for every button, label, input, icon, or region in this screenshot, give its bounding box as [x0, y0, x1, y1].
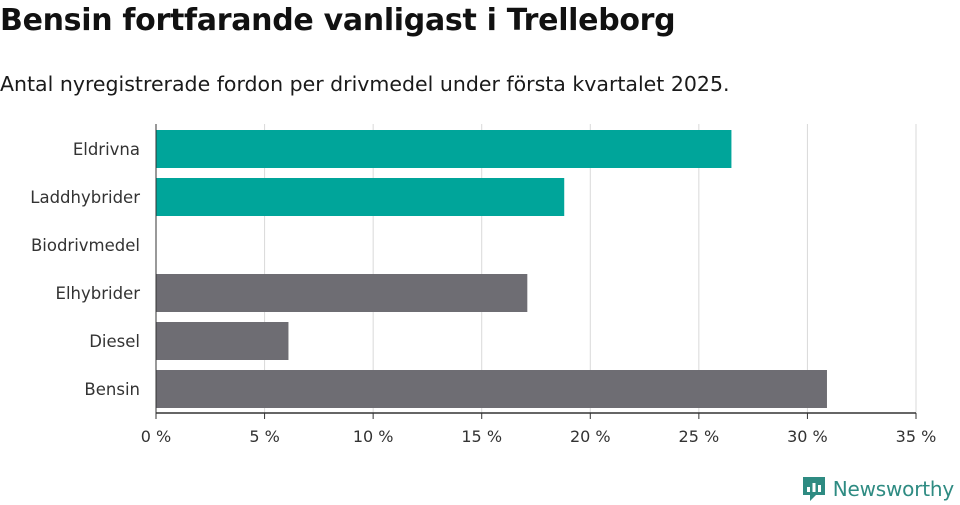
category-label: Biodrivmedel — [31, 236, 140, 255]
chart-title: Bensin fortfarande vanligast i Trellebor… — [0, 3, 676, 38]
newsworthy-logo-icon — [802, 477, 825, 501]
brand-logo: Newsworthy — [801, 475, 954, 503]
x-tick-label: 15 % — [461, 427, 502, 446]
bars — [156, 130, 827, 408]
x-tick-label: 20 % — [570, 427, 611, 446]
category-label: Bensin — [84, 380, 140, 399]
x-tick-label: 5 % — [249, 427, 279, 446]
x-tick-label: 25 % — [679, 427, 720, 446]
category-label: Elhybrider — [56, 284, 141, 303]
gridlines — [264, 124, 917, 413]
category-label: Laddhybrider — [30, 188, 140, 207]
x-axis: 0 % 5 % 10 % 15 % 20 % 25 % 30 % 35 % — [141, 124, 937, 446]
category-labels: Eldrivna Laddhybrider Biodrivmedel Elhybrid… — [30, 140, 140, 399]
x-tick-label: 10 % — [353, 427, 394, 446]
bar-laddhybrider — [156, 178, 565, 216]
category-label: Eldrivna — [73, 140, 140, 159]
x-tick-label: 0 % — [141, 427, 171, 446]
bar-bensin — [156, 370, 827, 408]
bar-diesel — [156, 322, 289, 360]
category-label: Diesel — [89, 332, 140, 351]
bar-eldrivna — [156, 130, 732, 168]
bar-elhybrider — [156, 274, 528, 312]
x-tick-label: 35 % — [896, 427, 937, 446]
x-tick-label: 30 % — [787, 427, 828, 446]
brand-name: Newsworthy — [832, 477, 954, 501]
chart-subtitle: Antal nyregistrerade fordon per drivmede… — [0, 72, 730, 96]
